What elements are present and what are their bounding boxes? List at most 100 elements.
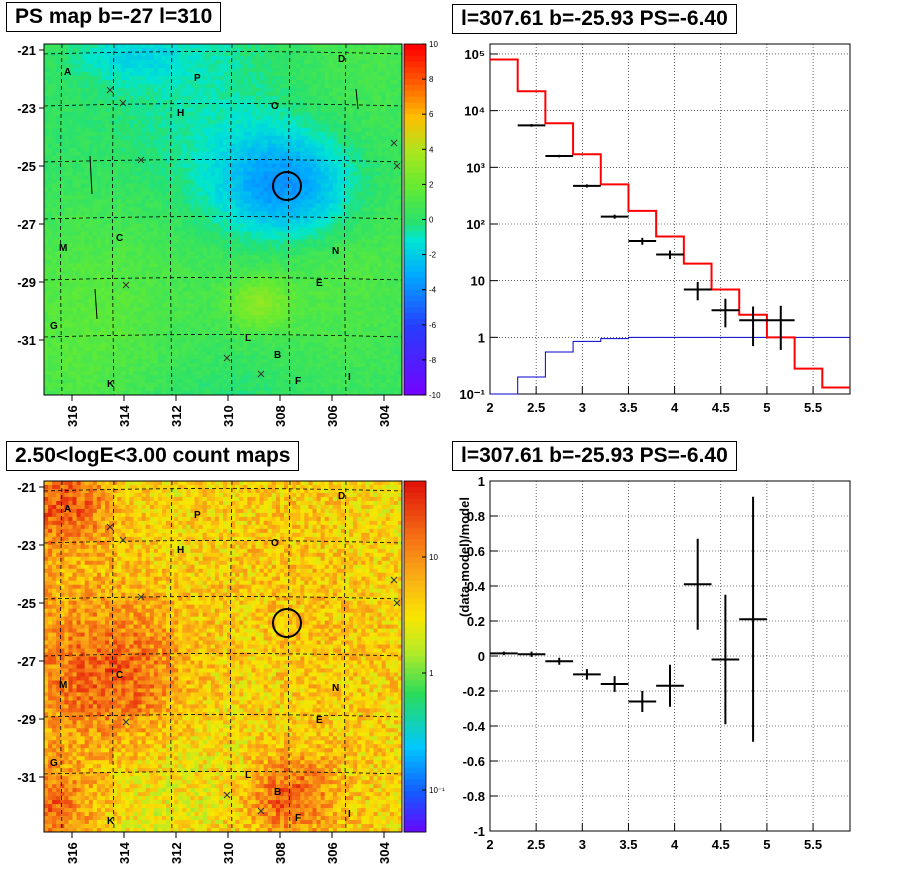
heatmap-cell (267, 175, 273, 181)
heatmap-cell (194, 375, 199, 380)
heatmap-cell (218, 331, 224, 336)
heatmap-cell (218, 235, 224, 240)
heatmap-cell (255, 239, 261, 244)
heatmap-cell (259, 343, 265, 348)
heatmap-cell (137, 355, 143, 360)
heatmap-cell (137, 379, 143, 384)
heatmap-cell (56, 51, 61, 57)
heatmap-cell (182, 271, 187, 276)
heatmap-cell (105, 291, 110, 296)
heatmap-cell (218, 303, 224, 308)
heatmap-cell (194, 255, 199, 260)
heatmap-cell (263, 223, 269, 228)
heatmap-cell (198, 299, 204, 304)
heatmap-cell (68, 59, 73, 65)
heatmap-cell (117, 183, 122, 188)
heatmap-cell (223, 299, 228, 304)
heatmap-cell (88, 139, 94, 145)
heatmap-cell (84, 303, 90, 308)
heatmap-cell (243, 183, 248, 188)
heatmap-cell (149, 55, 155, 61)
heatmap-cell (125, 271, 130, 276)
heatmap-cell (263, 319, 269, 324)
heatmap-cell (80, 223, 86, 228)
heatmap-cell (109, 255, 114, 260)
heatmap-cell (84, 95, 90, 101)
heatmap-cell (72, 267, 77, 272)
heatmap-cell (125, 335, 130, 340)
heatmap-cell (243, 119, 248, 125)
heatmap-cell (247, 175, 252, 181)
heatmap-cell (198, 99, 204, 105)
heatmap-cell (68, 44, 73, 49)
heatmap-cell (64, 87, 69, 93)
heatmap-cell (113, 199, 118, 204)
heatmap-cell (186, 387, 191, 392)
heatmap-cell (271, 79, 277, 85)
heatmap-cell (267, 67, 273, 73)
heatmap-cell (64, 79, 69, 85)
heatmap-cell (92, 271, 98, 276)
heatmap-cell (251, 171, 256, 177)
heatmap-cell (271, 307, 277, 312)
heatmap-cell (202, 279, 208, 284)
heatmap-cell (145, 51, 151, 57)
heatmap-cell (129, 271, 134, 276)
heatmap-cell (149, 67, 155, 73)
heatmap-cell (243, 175, 248, 181)
heatmap-cell (80, 243, 86, 248)
heatmap-cell (44, 255, 49, 260)
heatmap-cell (44, 235, 49, 240)
heatmap-cell (72, 307, 77, 312)
heatmap-cell (174, 255, 179, 260)
heatmap-cell (60, 115, 65, 121)
heatmap-cell (186, 391, 191, 396)
heatmap-cell (198, 67, 204, 73)
heatmap-cell (161, 339, 167, 344)
heatmap-cell (235, 175, 240, 181)
heatmap-cell (178, 155, 183, 161)
heatmap-cell (223, 391, 228, 396)
heatmap-cell (214, 99, 220, 105)
heatmap-cell (206, 63, 212, 69)
heatmap-cell (84, 183, 90, 188)
heatmap-cell (129, 339, 134, 344)
heatmap-cell (198, 383, 204, 388)
heatmap-cell (198, 327, 204, 332)
heatmap-cell (48, 243, 53, 248)
heatmap-cell (109, 127, 114, 133)
heatmap-cell (170, 151, 175, 157)
heatmap-cell (137, 87, 143, 93)
heatmap-cell (174, 207, 179, 212)
heatmap-cell (210, 47, 216, 53)
heatmap-cell (214, 271, 220, 276)
heatmap-cell (76, 59, 82, 65)
heatmap-cell (178, 131, 183, 137)
heatmap-cell (145, 83, 151, 89)
heatmap-cell (68, 279, 73, 284)
heatmap-cell (170, 67, 175, 73)
heatmap-cell (56, 215, 61, 220)
heatmap-cell (231, 259, 236, 264)
heatmap-cell (202, 367, 208, 372)
heatmap-cell (129, 383, 134, 388)
heatmap-cell (235, 87, 240, 93)
heatmap-cell (60, 44, 65, 49)
heatmap-cell (149, 255, 155, 260)
heatmap-cell (267, 243, 273, 248)
heatmap-cell (96, 331, 102, 336)
heatmap-cell (198, 279, 204, 284)
heatmap-cell (198, 79, 204, 85)
heatmap-cell (137, 95, 143, 101)
heatmap-cell (170, 107, 175, 113)
heatmap-cell (80, 51, 86, 57)
heatmap-cell (174, 55, 179, 61)
heatmap-cell (231, 79, 236, 85)
heatmap-cell (198, 319, 204, 324)
heatmap-cell (44, 167, 49, 173)
heatmap-cell (117, 199, 122, 204)
heatmap-cell (145, 251, 151, 256)
heatmap-cell (109, 227, 114, 232)
heatmap-cell (255, 267, 261, 272)
heatmap-cell (117, 247, 122, 252)
